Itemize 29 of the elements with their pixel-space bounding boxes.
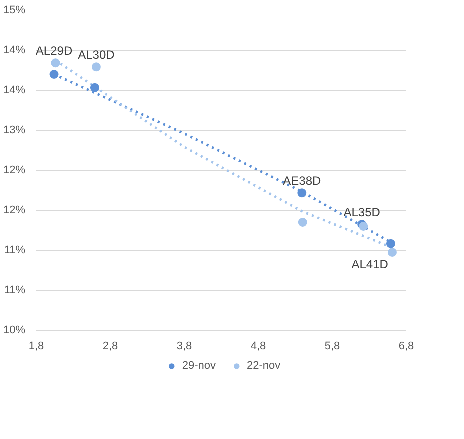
x-tick-label: 1,8 xyxy=(28,340,44,352)
x-tick-label: 4,8 xyxy=(250,340,266,352)
legend-label: 22-nov xyxy=(247,360,281,372)
x-tick-label: 2,8 xyxy=(102,340,118,352)
y-tick-label: 12% xyxy=(3,204,26,216)
point xyxy=(388,248,397,257)
point xyxy=(386,239,396,248)
y-tick-label: 11% xyxy=(4,244,26,256)
annotation: AL35D xyxy=(344,206,381,220)
x-tick-label: 3,8 xyxy=(176,340,192,352)
x-tick-label: 5,8 xyxy=(324,340,340,352)
legend-label: 29-nov xyxy=(182,360,216,372)
point xyxy=(90,83,100,92)
y-tick-label: 14% xyxy=(3,84,26,96)
point xyxy=(298,188,307,198)
y-tick-label: 15% xyxy=(3,4,26,16)
y-tick-label: 10% xyxy=(3,324,26,336)
point xyxy=(51,58,60,68)
point xyxy=(92,62,101,72)
y-tick-label: 11% xyxy=(4,284,26,296)
point xyxy=(50,70,59,79)
annotation: AE38D xyxy=(283,174,322,188)
x-tick-label: 6,8 xyxy=(398,340,414,352)
y-tick-label: 14% xyxy=(3,44,26,56)
point xyxy=(298,218,308,227)
y-tick-label: 13% xyxy=(3,124,26,136)
y-tick-label: 12% xyxy=(3,164,26,176)
annotation: AL30D xyxy=(78,48,116,62)
annotation: AL41D xyxy=(352,258,389,272)
